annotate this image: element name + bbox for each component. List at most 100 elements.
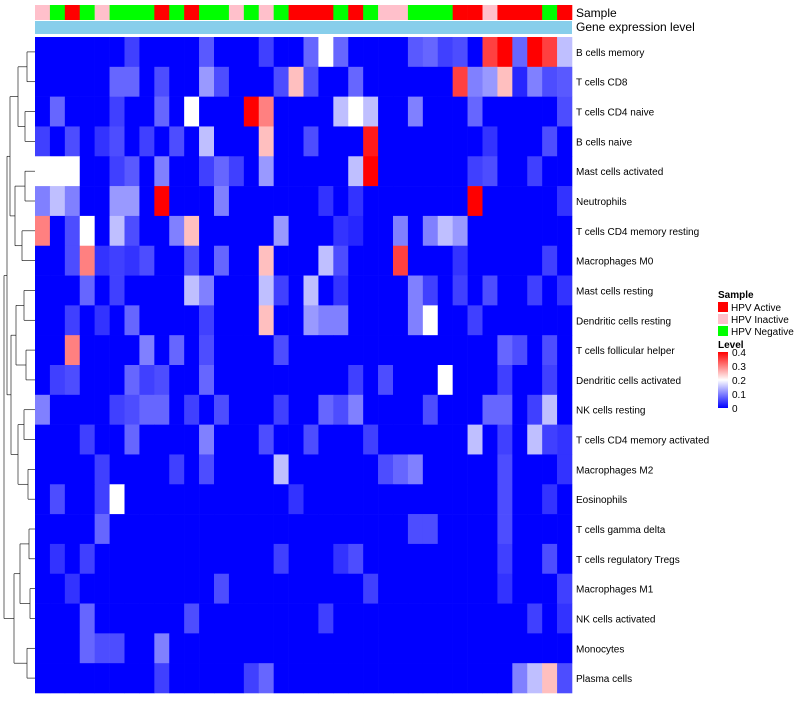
sample-annotation-cell: [258, 5, 274, 20]
heatmap-cell: [363, 215, 379, 247]
heatmap-cell: [79, 215, 95, 247]
heatmap-cell: [124, 663, 140, 694]
heatmap-cell: [258, 484, 274, 515]
heatmap-cell: [333, 245, 349, 276]
heatmap-cell: [467, 186, 483, 217]
heatmap-cell: [214, 156, 230, 187]
heatmap-cell: [348, 394, 364, 425]
heatmap-cell: [49, 37, 66, 68]
heatmap-cell: [169, 365, 185, 396]
heatmap-cell: [497, 37, 513, 68]
heatmap-cell: [512, 275, 528, 306]
heatmap-cell: [437, 156, 453, 187]
heatmap-cell: [288, 603, 304, 634]
heatmap-cell: [199, 335, 215, 366]
heatmap-cell: [318, 454, 334, 485]
heatmap-cell: [124, 514, 140, 545]
heatmap-cell: [228, 186, 245, 217]
heatmap-cell: [497, 543, 513, 575]
heatmap-cell: [228, 305, 245, 336]
heatmap-cell: [214, 543, 230, 575]
heatmap-cell: [214, 365, 230, 396]
heatmap-cell: [228, 126, 245, 157]
heatmap-cell: [139, 603, 155, 634]
heatmap-cell: [557, 245, 573, 276]
heatmap-cell: [49, 603, 66, 634]
heatmap-cell: [527, 305, 543, 336]
heatmap-cell: [363, 156, 379, 187]
heatmap-cell: [154, 335, 170, 366]
heatmap-cell: [273, 603, 289, 634]
heatmap-cell: [49, 96, 66, 127]
heatmap-cell: [184, 454, 200, 485]
heatmap-cell: [407, 603, 424, 634]
heatmap-cell: [437, 37, 453, 68]
heatmap-cell: [378, 543, 394, 575]
heatmap-cell: [288, 454, 304, 485]
heatmap-cell: [467, 37, 483, 68]
heatmap-cell: [154, 305, 170, 336]
heatmap-cell: [228, 543, 245, 575]
heatmap-cell: [542, 245, 558, 276]
heatmap-cell: [452, 156, 468, 187]
heatmap-cell: [557, 96, 573, 127]
heatmap-cell: [64, 37, 81, 68]
heatmap-cell: [199, 633, 215, 664]
heatmap-cell: [94, 245, 110, 276]
heatmap-cell: [288, 186, 304, 217]
heatmap-cell: [94, 633, 110, 664]
heatmap-cell: [169, 514, 185, 545]
heatmap-cell: [348, 633, 364, 664]
heatmap-cell: [512, 215, 528, 247]
heatmap-cell: [49, 245, 66, 276]
heatmap-cell: [49, 66, 66, 97]
heatmap-cell: [542, 573, 558, 604]
heatmap-cell: [333, 603, 349, 634]
heatmap-cell: [199, 454, 215, 485]
heatmap-cell: [35, 275, 51, 306]
heatmap-cell: [273, 126, 289, 157]
heatmap-cell: [467, 633, 483, 664]
heatmap-cell: [527, 215, 543, 247]
heatmap-cell: [154, 156, 170, 187]
heatmap-cell: [288, 573, 304, 604]
heatmap-cell: [64, 305, 81, 336]
heatmap-cell: [184, 96, 200, 127]
heatmap-cell: [437, 543, 453, 575]
heatmap-cell: [333, 66, 349, 97]
heatmap-cell: [184, 245, 200, 276]
heatmap-cell: [94, 603, 110, 634]
heatmap-cell: [303, 275, 319, 306]
heatmap-cell: [437, 484, 453, 515]
heatmap-cell: [243, 305, 260, 336]
heatmap-cell: [422, 305, 439, 336]
heatmap-cell: [512, 454, 528, 485]
heatmap-cell: [79, 454, 95, 485]
heatmap-cell: [49, 215, 66, 247]
heatmap-cell: [467, 663, 483, 694]
heatmap-cell: [363, 633, 379, 664]
heatmap-cell: [199, 37, 215, 68]
heatmap-cell: [437, 573, 453, 604]
heatmap-cell: [363, 305, 379, 336]
heatmap-cell: [467, 454, 483, 485]
heatmap-cell: [303, 424, 319, 455]
heatmap-cell: [363, 335, 379, 366]
heatmap-cell: [169, 335, 185, 366]
heatmap-cell: [333, 335, 349, 366]
heatmap-cell: [557, 126, 573, 157]
heatmap-cell: [94, 365, 110, 396]
heatmap-cell: [169, 633, 185, 664]
heatmap-cell: [243, 514, 260, 545]
legend-sample-label: HPV Inactive: [731, 315, 789, 326]
sample-annotation-cell: [333, 5, 349, 20]
heatmap-cell: [94, 275, 110, 306]
heatmap-cell: [273, 305, 289, 336]
heatmap-cell: [258, 424, 274, 455]
heatmap-cell: [49, 156, 66, 187]
heatmap-cell: [109, 96, 125, 127]
heatmap-cell: [139, 454, 155, 485]
heatmap-cell: [348, 543, 364, 575]
heatmap-cell: [452, 543, 468, 575]
heatmap-cell: [542, 543, 558, 575]
